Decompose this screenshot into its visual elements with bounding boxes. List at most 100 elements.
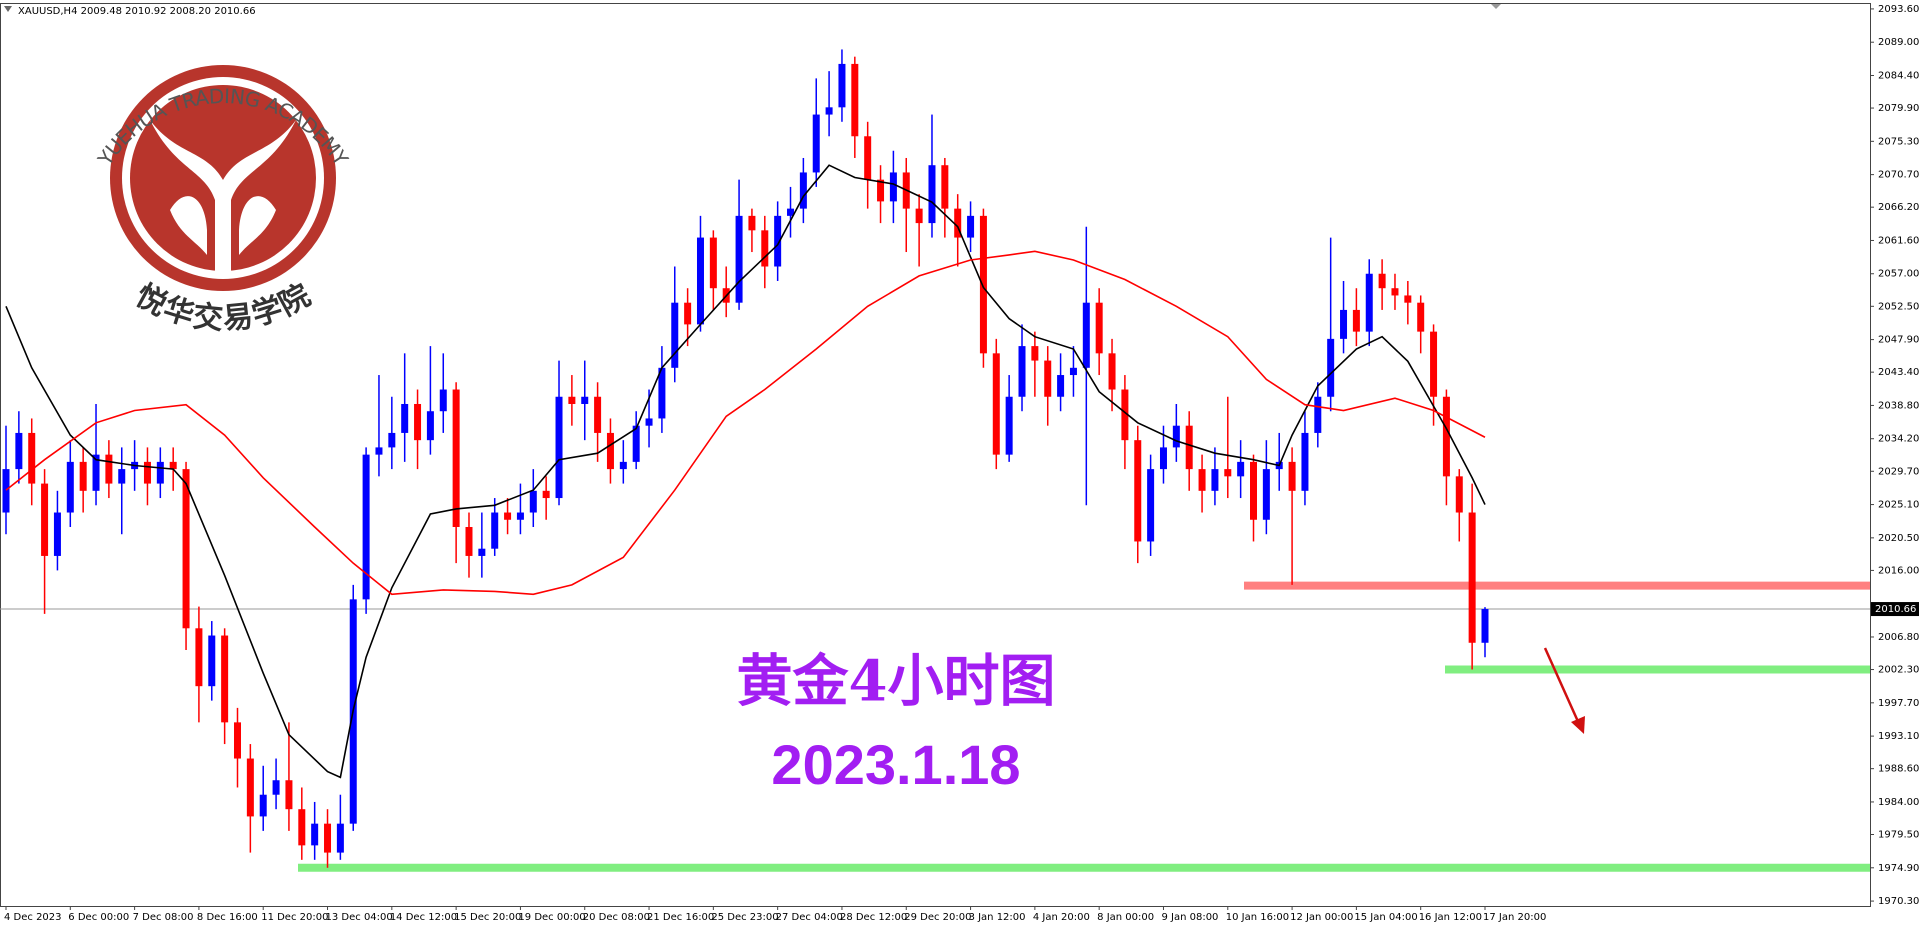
candle-body — [1018, 346, 1026, 397]
y-tick-label: 2070.70 — [1878, 170, 1919, 181]
candle-body — [787, 208, 795, 216]
candle-body — [92, 454, 100, 491]
candle-body — [1391, 288, 1399, 296]
x-tick-label: 4 Dec 2023 — [4, 912, 62, 923]
candle-body — [967, 215, 975, 238]
x-tick-label: 12 Jan 00:00 — [1290, 912, 1353, 923]
candle-body — [143, 461, 151, 484]
candle-body — [156, 461, 164, 484]
candle-body — [812, 114, 820, 173]
last-price-box — [1871, 602, 1919, 617]
candle-body — [606, 432, 614, 470]
chart-header: XAUUSD,H4 2009.48 2010.92 2008.20 2010.6… — [18, 6, 256, 17]
y-tick-label: 1993.10 — [1878, 731, 1919, 742]
candle-body — [182, 469, 190, 629]
candle-body — [439, 389, 447, 412]
candle-body — [1327, 338, 1335, 397]
y-tick-label: 2075.30 — [1878, 136, 1919, 147]
candle-body — [1057, 375, 1065, 397]
x-tick-label: 29 Dec 20:00 — [904, 912, 971, 923]
logo-mark — [150, 120, 296, 275]
x-tick-label: 19 Dec 00:00 — [518, 912, 585, 923]
candle-body — [324, 823, 332, 853]
candle-body — [2, 469, 10, 513]
candle-body — [1211, 469, 1219, 491]
candle-body — [1262, 469, 1270, 520]
candle-body — [465, 526, 473, 556]
y-tick-label: 2006.80 — [1878, 632, 1919, 643]
y-tick-label: 1979.50 — [1878, 830, 1919, 841]
y-tick-label: 1988.60 — [1878, 764, 1919, 775]
x-tick-label: 7 Dec 08:00 — [133, 912, 194, 923]
x-tick-label: 11 Dec 20:00 — [261, 912, 328, 923]
candle-body — [195, 628, 203, 687]
candle-body — [838, 63, 846, 108]
candle-body — [915, 208, 923, 224]
x-tick-label: 17 Jan 20:00 — [1483, 912, 1546, 923]
candle-body — [1455, 476, 1463, 513]
y-tick-label: 2016.00 — [1878, 565, 1919, 576]
candle-body — [799, 172, 807, 209]
arrow-shaft — [1543, 647, 1582, 727]
candle-body — [928, 165, 936, 224]
scroll-marker — [1491, 4, 1501, 9]
candle-body — [1468, 512, 1476, 643]
candle-body — [992, 353, 1000, 455]
candle-body — [542, 490, 550, 499]
candle-body — [414, 403, 422, 441]
candle-body — [1481, 609, 1489, 643]
arrow — [1543, 647, 1585, 734]
candle-body — [491, 512, 499, 549]
candle-body — [1442, 396, 1450, 477]
candle-body — [478, 548, 486, 556]
candle-body — [568, 396, 576, 404]
candle-body — [1198, 469, 1206, 491]
y-tick-label: 2057.00 — [1878, 269, 1919, 280]
candle-body — [41, 483, 49, 556]
y-tick-label: 2079.90 — [1878, 103, 1919, 114]
logo-core — [130, 85, 316, 271]
candle-body — [529, 490, 537, 513]
candle-body — [208, 635, 216, 687]
x-tick-label: 20 Dec 08:00 — [583, 912, 650, 923]
candle-body — [684, 302, 692, 325]
candle-body — [1314, 396, 1322, 433]
candle-body — [298, 809, 306, 846]
x-tick-label: 3 Jan 12:00 — [969, 912, 1026, 923]
candle-body — [709, 237, 717, 289]
candle-body — [221, 635, 229, 723]
candle-body — [1005, 396, 1013, 455]
candle-body — [1185, 425, 1193, 470]
y-tick-label: 1997.70 — [1878, 698, 1919, 709]
candle-body — [79, 461, 87, 491]
candle-body — [285, 780, 293, 810]
candle-body — [1237, 461, 1245, 477]
candle-body — [1108, 353, 1116, 390]
candle-body — [555, 396, 563, 499]
y-tick-label: 2038.80 — [1878, 400, 1919, 411]
candle-body — [581, 396, 589, 404]
candle-body — [233, 722, 241, 759]
candle-body — [941, 165, 949, 209]
candle-body — [889, 172, 897, 202]
candle-body — [516, 512, 524, 520]
candle-body — [1224, 469, 1232, 477]
candle-body — [452, 389, 460, 527]
candle-body — [1172, 425, 1180, 448]
candle-body — [362, 454, 370, 600]
x-tick-label: 25 Dec 23:00 — [711, 912, 778, 923]
x-tick-label: 27 Dec 04:00 — [776, 912, 843, 923]
candle-body — [1147, 469, 1155, 542]
candle-body — [864, 136, 872, 180]
candle-body — [954, 208, 962, 238]
x-tick-label: 21 Dec 16:00 — [647, 912, 714, 923]
candle-body — [336, 823, 344, 853]
candle-body — [748, 215, 756, 231]
candle-body — [825, 107, 833, 115]
candle-body — [1301, 432, 1309, 491]
candle-body — [1288, 461, 1296, 491]
arrow-head — [1571, 716, 1585, 734]
y-tick-label: 2029.70 — [1878, 466, 1919, 477]
